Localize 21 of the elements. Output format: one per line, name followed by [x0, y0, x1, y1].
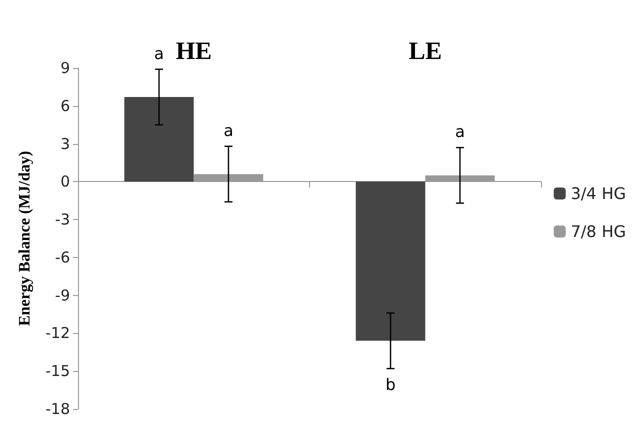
y-tick-label: -6	[55, 248, 70, 266]
y-tick-label: -9	[55, 286, 70, 304]
data-label: b	[385, 375, 396, 394]
y-tick-label: -3	[55, 210, 70, 229]
y-tick-label: -15	[46, 362, 70, 380]
y-tick-label: 6	[60, 96, 70, 115]
y-tick-label: -12	[46, 324, 70, 342]
y-tick-label: 3	[60, 134, 70, 153]
y-tick-label: 9	[60, 59, 70, 77]
y-tick-label: 0	[60, 172, 70, 191]
y-axis-title: Energy Balance (MJ/day)	[16, 150, 34, 326]
data-label: a	[154, 44, 164, 63]
legend-label: 7/8 HG	[570, 222, 626, 241]
bar	[356, 182, 426, 341]
legend-label: 3/4 HG	[570, 184, 626, 203]
data-label: a	[224, 120, 234, 140]
y-tick-label: -18	[46, 400, 70, 418]
bar	[124, 97, 194, 182]
x-tick-label: HE	[176, 38, 212, 65]
x-tick-label: LE	[408, 38, 442, 65]
data-label: a	[455, 122, 465, 142]
